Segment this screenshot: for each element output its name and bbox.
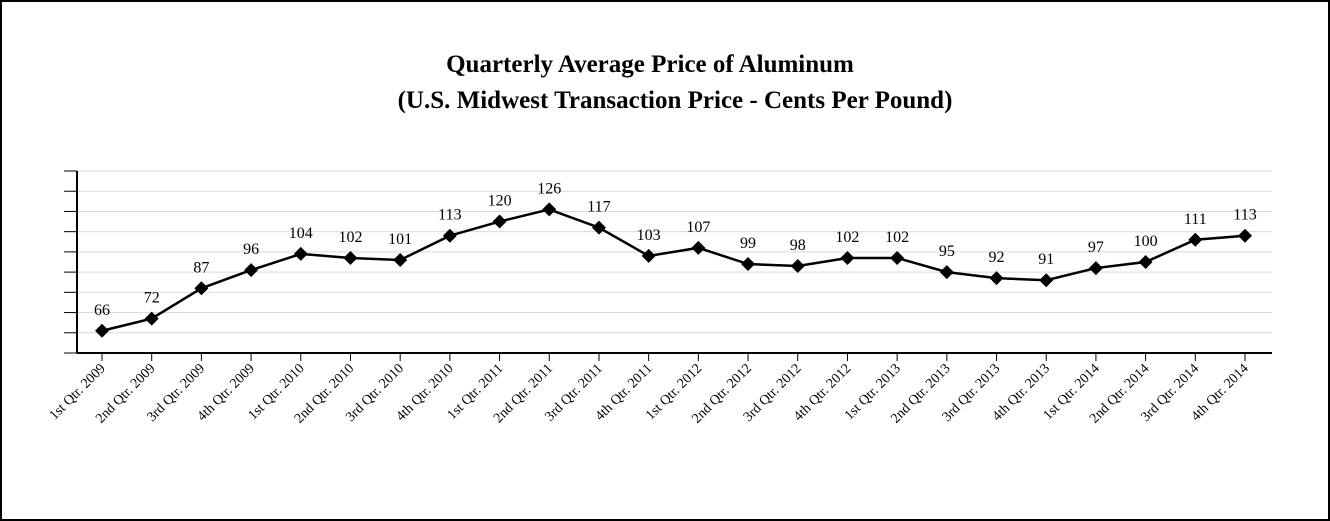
data-label: 92 <box>989 249 1005 266</box>
data-label: 96 <box>243 241 259 258</box>
data-label: 72 <box>144 290 160 307</box>
marker <box>442 228 457 243</box>
data-label: 126 <box>537 180 561 197</box>
data-label: 104 <box>289 225 313 242</box>
marker <box>1238 228 1252 243</box>
marker <box>890 250 905 265</box>
data-label: 113 <box>1233 207 1256 224</box>
data-label: 102 <box>885 229 909 246</box>
marker <box>293 246 308 261</box>
data-label: 102 <box>835 229 859 246</box>
data-label: 103 <box>637 227 661 244</box>
data-label: 111 <box>1184 211 1207 228</box>
data-label: 95 <box>939 243 955 260</box>
marker <box>542 202 557 217</box>
marker <box>1138 255 1153 269</box>
data-label: 107 <box>686 219 710 236</box>
marker <box>343 250 358 265</box>
data-label: 98 <box>790 237 806 254</box>
data-label: 101 <box>388 231 412 248</box>
line <box>101 208 1246 332</box>
chart-title: Quarterly Average Price of Aluminum <box>446 51 854 78</box>
marker <box>144 311 159 326</box>
data-label: 100 <box>1134 233 1158 250</box>
marker <box>790 259 805 274</box>
marker <box>244 263 259 278</box>
data-label: 91 <box>1038 251 1054 268</box>
data-label: 120 <box>488 193 512 210</box>
data-label: 117 <box>587 199 610 216</box>
marker <box>741 257 756 272</box>
marker <box>691 240 706 255</box>
marker <box>989 271 1004 286</box>
data-label: 66 <box>94 302 110 319</box>
marker <box>492 214 507 229</box>
marker <box>591 220 606 235</box>
marker <box>1039 273 1054 288</box>
marker <box>840 250 855 265</box>
data-label: 97 <box>1088 239 1104 256</box>
marker <box>641 248 656 263</box>
marker <box>1088 261 1103 276</box>
data-label: 113 <box>438 207 461 224</box>
data-label: 102 <box>338 229 362 246</box>
marker <box>95 323 109 338</box>
data-label: 87 <box>193 259 209 276</box>
marker <box>194 281 209 296</box>
data-label: 99 <box>740 235 756 252</box>
marker <box>1188 232 1203 247</box>
chart-subtitle: (U.S. Midwest Transaction Price - Cents … <box>398 87 953 114</box>
marker <box>939 265 954 280</box>
marker <box>393 252 408 267</box>
